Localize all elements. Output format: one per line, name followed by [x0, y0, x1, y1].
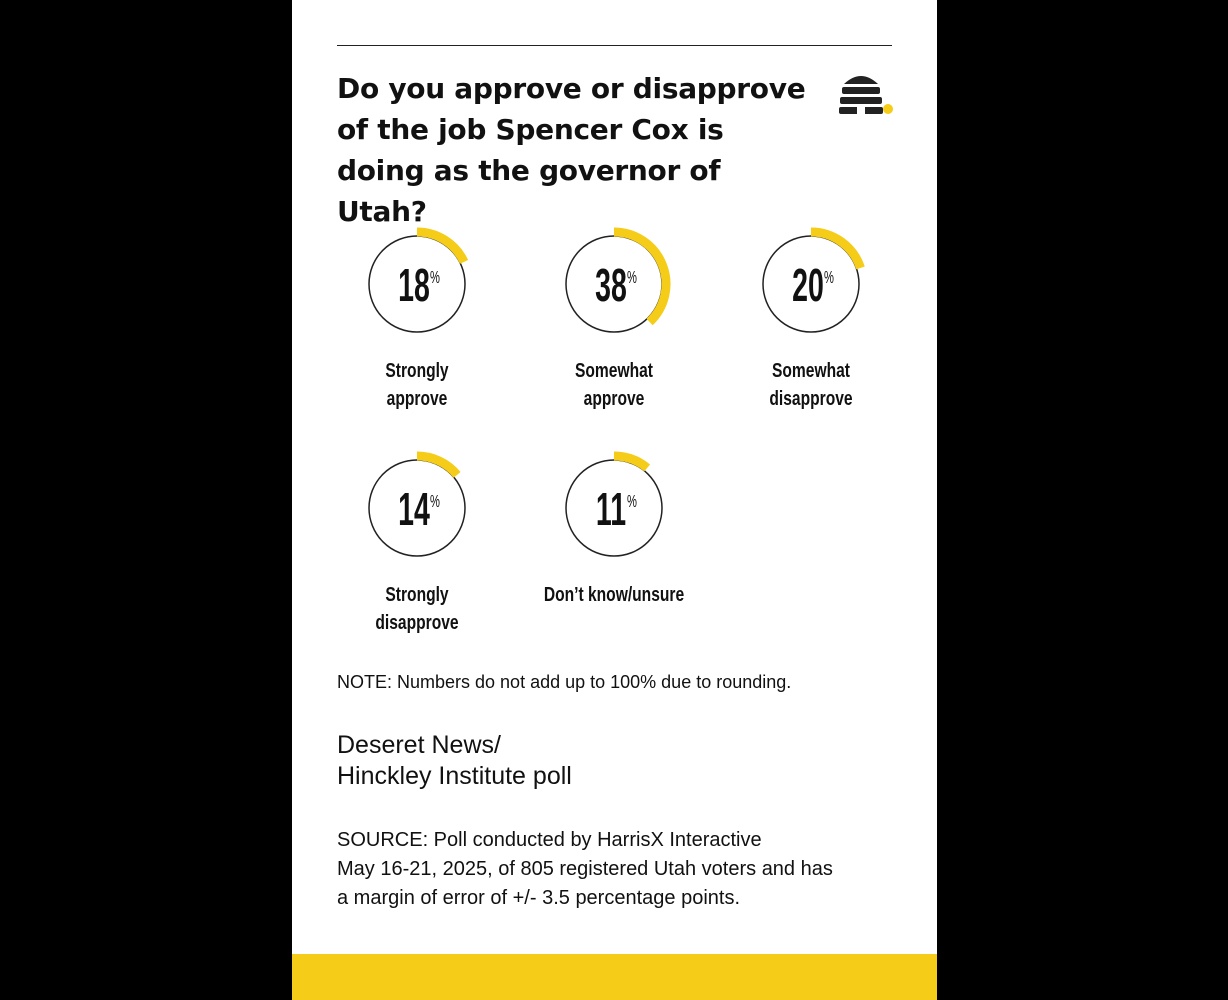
percent-sign: %: [430, 491, 440, 511]
category-label: Strongly: [385, 583, 448, 605]
category-label: approve: [584, 387, 645, 409]
value-label: 20: [792, 260, 824, 312]
rounding-note: NOTE: Numbers do not add up to 100% due …: [337, 672, 792, 692]
donut-item: 38 % Somewhat approve: [565, 227, 671, 409]
donut-item: 18 % Strongly approve: [368, 227, 469, 409]
donut-arc: [416, 451, 461, 478]
donut-arc: [810, 227, 865, 270]
donut-ring: [565, 459, 663, 557]
source-line-3: a margin of error of +/- 3.5 percentage …: [337, 887, 740, 909]
donut-ring: [368, 459, 466, 557]
category-label: Somewhat: [772, 359, 850, 381]
category-label: Strongly: [385, 359, 448, 381]
percent-sign: %: [824, 267, 834, 287]
beehive-icon: [839, 76, 893, 114]
value-label: 18: [398, 260, 430, 312]
source-line-2: May 16-21, 2025, of 805 registered Utah …: [337, 858, 833, 880]
top-rule: [337, 45, 892, 46]
chart-title: Do you approve or disapprove of the job …: [337, 72, 806, 228]
poll-credit: Deseret News/ Hinckley Institute poll: [337, 730, 917, 792]
category-label: Don’t know/unsure: [544, 583, 684, 605]
credit-line-2: Hinckley Institute poll: [337, 762, 572, 790]
source-line-1: SOURCE: Poll conducted by HarrisX Intera…: [337, 829, 762, 851]
credit-line-1: Deseret News/: [337, 731, 501, 759]
donut-chart: 18 % Strongly approve 38 % Somewhat approve 20 % S…: [368, 227, 865, 633]
category-label: disapprove: [375, 611, 458, 633]
percent-sign: %: [430, 267, 440, 287]
category-label: approve: [387, 387, 448, 409]
percent-sign: %: [627, 267, 637, 287]
value-label: 11: [596, 484, 626, 536]
donut-item: 11 % Don’t know/unsure: [544, 451, 684, 605]
percent-sign: %: [627, 491, 637, 511]
value-label: 38: [595, 260, 627, 312]
bottom-accent-bar: [292, 954, 937, 1000]
donut-arc: [613, 227, 671, 326]
infographic-card: Do you approve or disapprove of the job …: [292, 0, 937, 1000]
value-label: 14: [398, 484, 430, 536]
donut-arc: [416, 227, 469, 264]
donut-arc: [613, 451, 651, 472]
donut-item: 14 % Strongly disapprove: [368, 451, 466, 633]
category-label: disapprove: [769, 387, 852, 409]
category-label: Somewhat: [575, 359, 653, 381]
donut-item: 20 % Somewhat disapprove: [762, 227, 865, 409]
source-text: SOURCE: Poll conducted by HarrisX Intera…: [337, 826, 907, 913]
